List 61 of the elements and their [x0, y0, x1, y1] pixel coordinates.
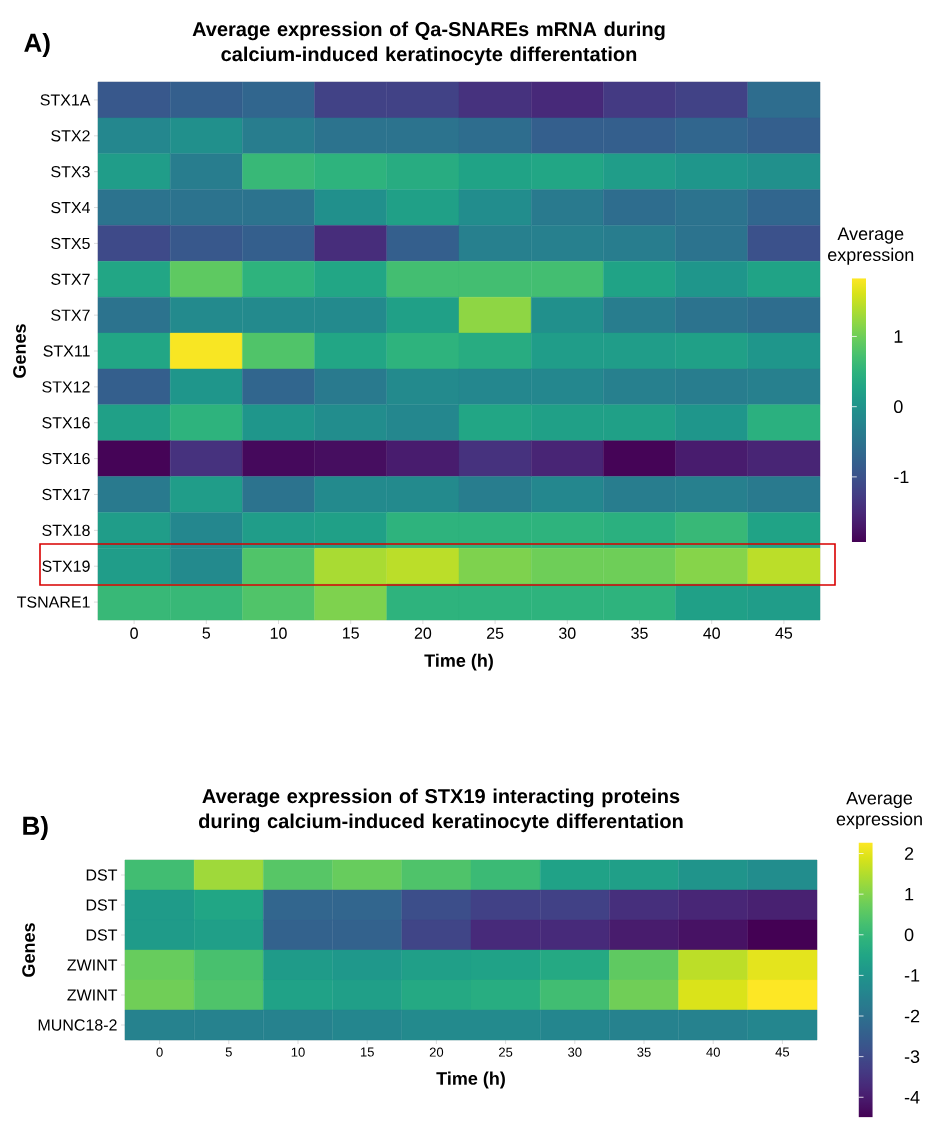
- chart-title: Average expression of STX19 interacting proteins during calcium-induced keratinocyte differentation: [199, 788, 683, 833]
- x-tick-label: 5: [202, 627, 211, 639]
- x-tick-label: 20: [414, 627, 432, 639]
- x-tick-label: 0: [130, 627, 138, 639]
- x-tick-label: 15: [343, 627, 359, 639]
- color-bar-label: 1: [894, 330, 903, 343]
- x-tick-label: 15: [360, 1047, 374, 1057]
- x-tick-label: 30: [568, 1047, 582, 1057]
- y-tick-label: STX16: [42, 417, 90, 429]
- y-axis-title: Genes: [22, 923, 35, 977]
- x-tick-label: 40: [706, 1047, 720, 1057]
- y-tick-label: TSNARE1: [17, 596, 90, 608]
- x-tick-label: 10: [291, 1047, 305, 1057]
- y-tick-label: STX12: [42, 381, 90, 393]
- x-tick-label: 0: [156, 1047, 163, 1057]
- x-tick-label: 35: [637, 1047, 651, 1057]
- y-tick-label: ZWINT: [67, 959, 118, 971]
- color-bar-label: 0: [904, 928, 914, 942]
- color-bar-label: 2: [904, 847, 914, 860]
- x-axis-title: Time (h): [424, 653, 493, 671]
- color-bar-title: Average expression: [828, 227, 914, 265]
- text: B): [23, 815, 48, 841]
- y-axis-title: Genes: [13, 324, 26, 378]
- color-bar-label: 1: [905, 887, 914, 901]
- x-tick-label: 5: [225, 1047, 232, 1057]
- y-tick-label: STX16: [42, 452, 90, 465]
- y-tick-label: STX1A: [40, 94, 91, 106]
- text: A): [24, 32, 50, 58]
- x-tick-label: 35: [631, 627, 648, 639]
- y-tick-label: ZWINT: [67, 989, 118, 1001]
- x-tick-label: 25: [499, 1047, 513, 1057]
- y-tick-label: DST: [86, 899, 118, 911]
- color-bar-label: -1: [904, 969, 920, 982]
- color-bar-label: 0: [894, 400, 903, 414]
- color-bar-label: -4: [904, 1091, 920, 1104]
- color-bar-label: -2: [904, 1009, 920, 1023]
- color-bar-title: Average expression: [836, 791, 922, 830]
- x-tick-label: 45: [775, 1047, 790, 1057]
- y-tick-label: STX19: [42, 560, 90, 572]
- y-tick-label: STX7: [51, 273, 90, 285]
- y-tick-label: MUNC18-2: [38, 1019, 117, 1031]
- y-tick-label: STX11: [43, 345, 90, 357]
- x-axis-title: Time (h): [436, 1071, 505, 1089]
- y-tick-label: DST: [86, 929, 118, 941]
- y-tick-label: STX17: [42, 488, 90, 501]
- y-tick-label: STX7: [51, 309, 90, 321]
- y-tick-label: STX3: [51, 166, 90, 178]
- y-tick-label: STX2: [51, 130, 90, 142]
- x-tick-label: 25: [487, 627, 504, 639]
- y-tick-label: STX4: [51, 201, 90, 214]
- x-tick-label: 30: [559, 627, 576, 639]
- color-bar-label: -1: [894, 470, 909, 484]
- y-tick-label: STX5: [51, 237, 90, 250]
- color-bar-label: -3: [904, 1050, 920, 1063]
- y-tick-label: STX18: [42, 524, 90, 537]
- chart-title: Average expression of Qa-SNAREs mRNA during calcium-induced keratinocyte differentation: [192, 21, 665, 66]
- x-tick-label: 40: [703, 627, 720, 639]
- x-tick-label: 10: [270, 627, 287, 639]
- x-tick-label: 20: [429, 1047, 444, 1057]
- y-tick-label: DST: [86, 869, 118, 881]
- x-tick-label: 45: [775, 627, 793, 639]
